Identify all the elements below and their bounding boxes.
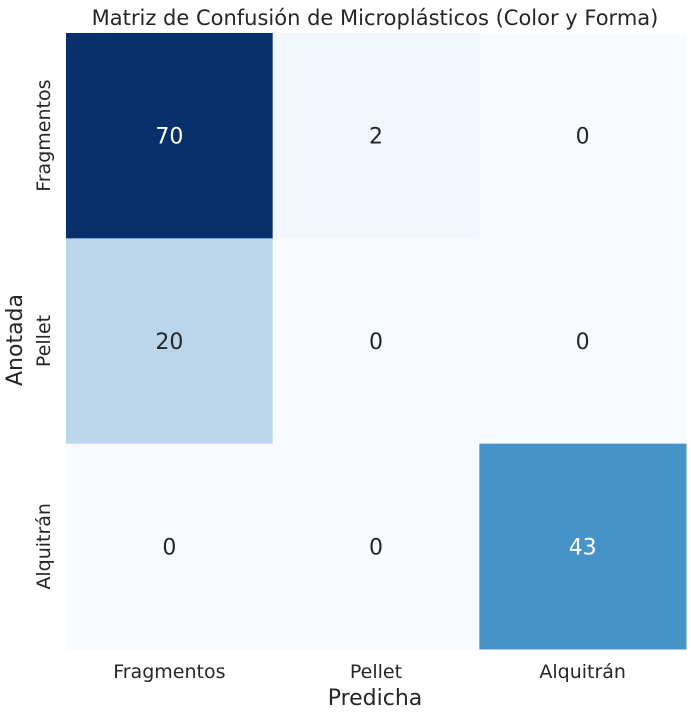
heatmap-cell-r2-c1 xyxy=(272,443,480,650)
cell-value-label-r2-c2: 43 xyxy=(569,535,597,560)
cell-value-label-r1-c1: 0 xyxy=(369,330,383,355)
heatmap-cell-r2-c0 xyxy=(66,443,274,650)
y-tick-label-0: Fragmentos xyxy=(33,80,55,192)
cell-value-label-r0-c2: 0 xyxy=(576,125,590,150)
heatmap-cell-labels: 70 2 020 0 00 0 43 xyxy=(155,125,596,561)
heatmap-cell-r0-c2 xyxy=(479,33,687,239)
y-tick-label-1: Pellet xyxy=(33,315,55,367)
y-axis-label: Anotada xyxy=(3,294,28,386)
cell-value-label-r1-c0: 20 xyxy=(155,330,183,355)
x-axis-label: Predicha xyxy=(328,686,423,711)
cell-value-label-r0-c0: 70 xyxy=(155,125,183,150)
y-tick-label-2: Alquitrán xyxy=(33,503,55,590)
x-axis-ticks: Fragmentos Pellet Alquitrán xyxy=(113,661,626,683)
x-tick-label-0: Fragmentos xyxy=(113,661,225,683)
cell-value-label-r0-c1: 2 xyxy=(369,125,383,150)
heatmap-cells xyxy=(66,33,687,650)
cell-value-label-r2-c0: 0 xyxy=(162,535,176,560)
x-tick-label-2: Alquitrán xyxy=(539,661,626,683)
heatmap-cell-r1-c1 xyxy=(272,238,480,445)
x-tick-label-1: Pellet xyxy=(350,661,402,683)
cell-value-label-r2-c1: 0 xyxy=(369,535,383,560)
chart-title: Matriz de Confusión de Microplásticos (C… xyxy=(92,6,659,30)
heatmap-cell-r0-c1 xyxy=(272,33,480,239)
heatmap-cell-r0-c0 xyxy=(66,33,274,239)
heatmap-cell-r1-c2 xyxy=(479,238,687,445)
y-axis-ticks: Fragmentos Pellet Alquitrán xyxy=(33,80,55,590)
heatmap-cell-r1-c0 xyxy=(66,238,274,445)
cell-value-label-r1-c2: 0 xyxy=(576,330,590,355)
heatmap-cell-r2-c2 xyxy=(479,443,687,650)
